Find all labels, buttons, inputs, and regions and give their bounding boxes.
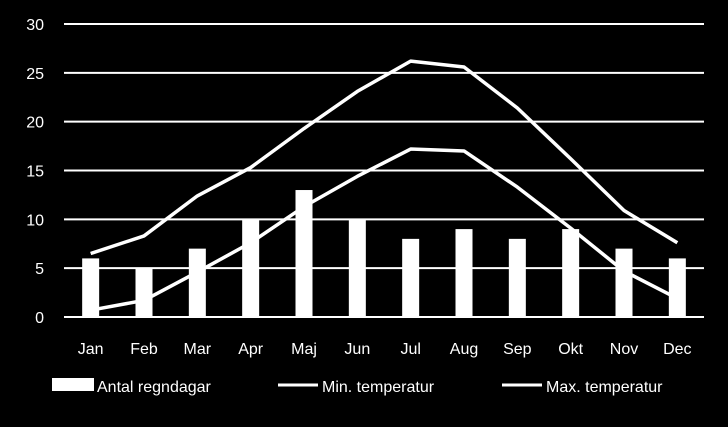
- legend-label-max-temperatur: Max. temperatur: [546, 379, 663, 396]
- bar: [295, 190, 313, 317]
- x-tick-label: Okt: [558, 341, 583, 358]
- x-axis-tick-labels: Jan Feb Mar Apr Maj Jun Jul Aug Sep Okt Nov Dec: [78, 341, 692, 358]
- x-tick-label: Dec: [663, 341, 691, 358]
- line-series: [90, 59, 679, 312]
- legend-label-antal-regndagar: Antal regndagar: [97, 379, 212, 396]
- legend-swatch-antal-regndagar: [52, 378, 94, 391]
- y-tick-label: 20: [26, 115, 44, 132]
- bar: [188, 248, 206, 317]
- y-tick-label: 10: [26, 212, 44, 229]
- y-tick-label: 15: [26, 164, 44, 181]
- bar: [615, 248, 633, 317]
- bar: [135, 268, 153, 317]
- y-tick-label: 30: [26, 17, 44, 34]
- y-tick-label: 5: [35, 261, 44, 278]
- bar: [455, 229, 473, 317]
- legend-label-min-temperatur: Min. temperatur: [322, 379, 435, 396]
- x-tick-label: Jan: [78, 341, 104, 358]
- x-tick-label: Aug: [450, 341, 478, 358]
- y-axis-tick-labels: 0 5 10 15 20 25 30: [26, 17, 44, 327]
- x-tick-label: Feb: [130, 341, 158, 358]
- bar: [242, 219, 260, 317]
- bar: [82, 258, 100, 317]
- legend: Antal regndagar Min. temperatur Max. tem…: [52, 378, 663, 396]
- bar: [402, 238, 420, 317]
- x-tick-label: Jun: [344, 341, 370, 358]
- y-tick-label: 0: [35, 310, 44, 327]
- x-tick-label: Mar: [184, 341, 212, 358]
- x-tick-label: Maj: [291, 341, 317, 358]
- grid-lines: [64, 23, 704, 318]
- max-temperature-line: [90, 59, 679, 256]
- y-tick-label: 25: [26, 66, 44, 83]
- x-tick-label: Apr: [238, 341, 264, 358]
- bar-series: [82, 190, 686, 317]
- bar: [348, 219, 366, 317]
- min-temperature-line: [90, 147, 679, 312]
- x-tick-label: Jul: [400, 341, 420, 358]
- bar: [562, 229, 580, 317]
- x-tick-label: Sep: [503, 341, 532, 358]
- x-tick-label: Nov: [610, 341, 638, 358]
- bar: [508, 238, 526, 317]
- bar: [668, 258, 686, 317]
